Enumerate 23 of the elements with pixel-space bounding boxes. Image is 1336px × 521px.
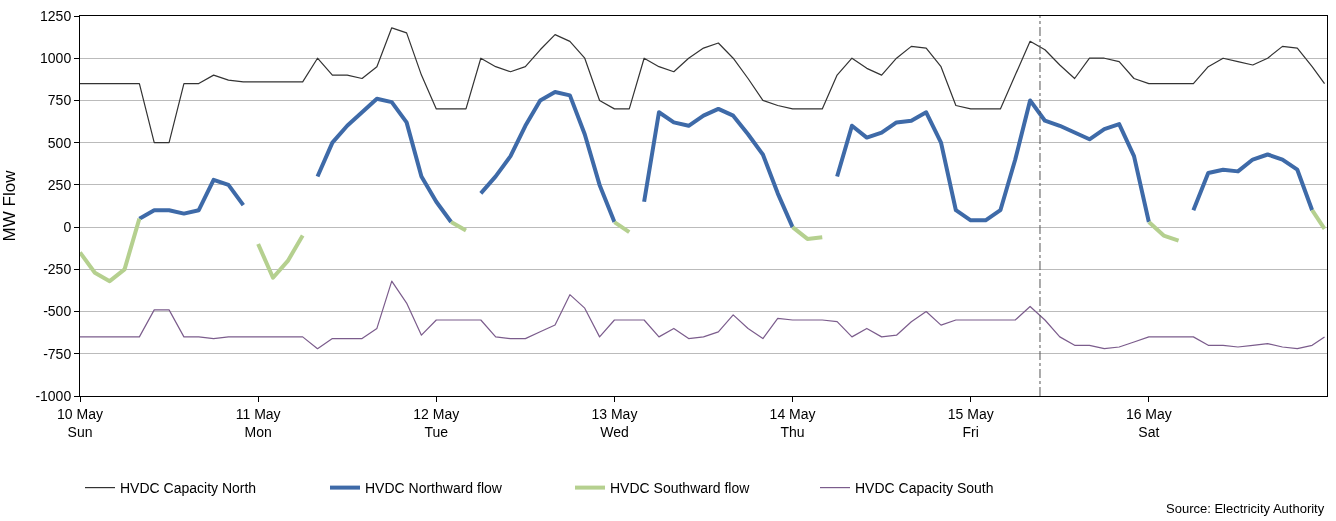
legend-label: HVDC Capacity North: [120, 480, 257, 497]
x-tick-label: 12 May Tue: [413, 405, 460, 440]
y-tick-label: 750: [47, 92, 72, 109]
y-tick-label: 250: [47, 176, 72, 193]
x-tick-label: 15 May Fri: [947, 405, 994, 440]
y-tick-label: -500: [43, 303, 72, 320]
y-tick-label: 500: [47, 134, 72, 151]
x-tick-label: 11 May Mon: [235, 405, 281, 440]
y-tick-label: -250: [43, 261, 72, 278]
x-tick-label: 13 May Wed: [591, 405, 638, 440]
legend-label: HVDC Capacity South: [855, 480, 994, 497]
y-tick-label: -750: [43, 345, 72, 362]
x-tick-label: 16 May Sat: [1125, 405, 1172, 440]
x-tick-label: 14 May Thu: [769, 405, 816, 440]
y-tick-label: 0: [63, 219, 72, 236]
x-tick-label: 10 May Sun: [57, 405, 103, 440]
legend-label: HVDC Southward flow: [610, 480, 751, 497]
y-tick-label: 1000: [40, 50, 72, 67]
y-tick-label: 1250: [40, 7, 72, 24]
y-tick-label: -1000: [35, 387, 72, 404]
y-axis-title: MW Flow: [0, 169, 19, 242]
legend-label: HVDC Northward flow: [365, 480, 503, 497]
source-note: Source: Electricity Authority: [1166, 501, 1325, 516]
